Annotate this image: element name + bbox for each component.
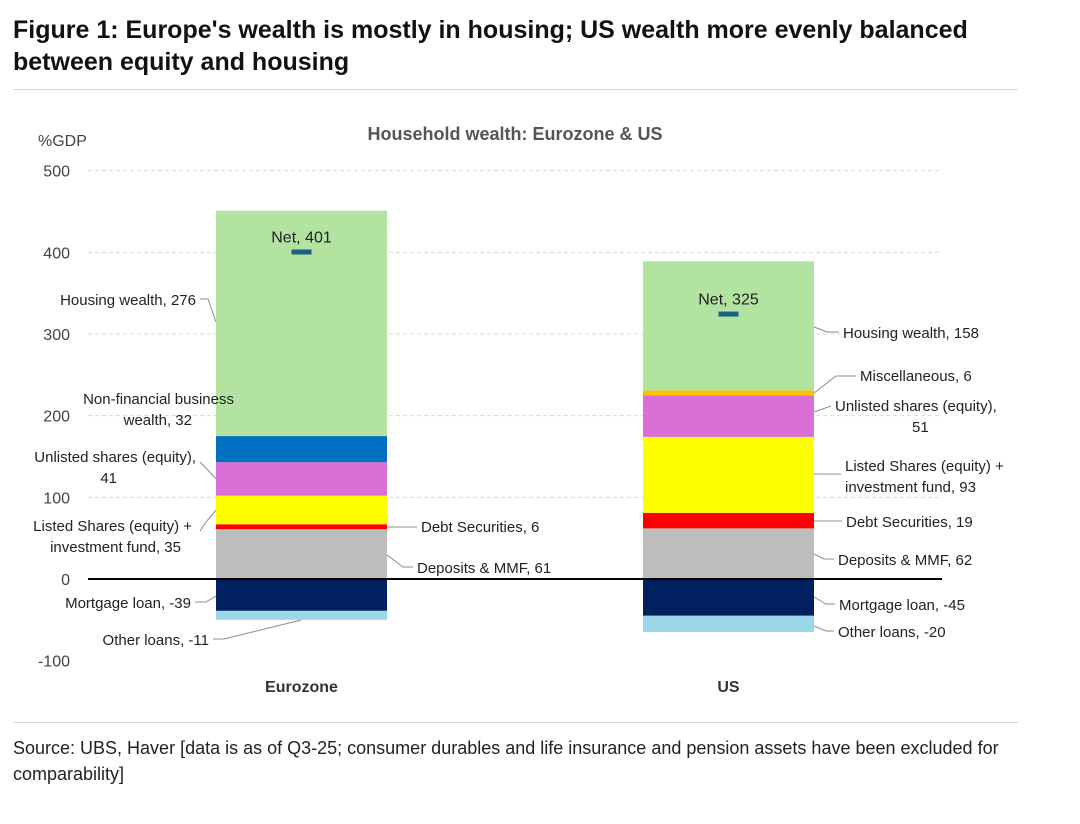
segment-label-us-deposits-mmf: Deposits & MMF, 62 [838, 552, 972, 569]
title-divider [13, 89, 1018, 90]
net-label-us: Net, 325 [698, 292, 759, 309]
bar-segment-eurozone-deposits-mmf [216, 529, 387, 579]
x-category-label-us: US [717, 679, 740, 696]
bar-segment-us-unlisted-shares-equity [643, 395, 814, 437]
leader-line-eurozone-other-loans [213, 619, 302, 640]
household-wealth-chart: Household wealth: Eurozone & US %GDP -10… [33, 124, 1004, 696]
leader-line-us-unlisted-shares-equity [813, 405, 832, 413]
segment-label-us-other-loans: Other loans, -20 [838, 624, 946, 641]
leader-line-us-deposits-mmf [813, 553, 834, 560]
y-tick-label-200: 200 [43, 409, 70, 426]
leader-line-eurozone-unlisted-shares-equity [199, 461, 217, 480]
segment-label-us-listed-shares-equity-investment-fund: Listed Shares (equity) + investment fund,… [845, 458, 1004, 496]
segment-label-eurozone-debt-securities: Debt Securities, 6 [421, 519, 539, 536]
leader-line-us-mortgage-loan [813, 596, 835, 605]
figure-title: Figure 1: Europe's wealth is mostly in h… [13, 16, 968, 76]
segment-label-eurozone-unlisted-shares-equity: Unlisted shares (equity), 41 [34, 449, 196, 487]
bar-segment-us-housing-wealth [643, 261, 814, 391]
net-marker-us [718, 311, 739, 317]
leader-line-us-housing-wealth [813, 326, 839, 333]
bar-segment-us-miscellaneous [643, 390, 814, 396]
segment-label-us-debt-securities: Debt Securities, 19 [846, 514, 973, 531]
bar-segment-us-deposits-mmf [643, 528, 814, 579]
bar-segment-eurozone-other-loans [216, 610, 387, 620]
x-category-label-eurozone: Eurozone [265, 679, 338, 696]
y-tick-label-500: 500 [43, 164, 70, 181]
y-tick-label-0: 0 [61, 572, 70, 589]
bar-segment-us-other-loans [643, 615, 814, 633]
bar-segment-eurozone-mortgage-loan [216, 579, 387, 611]
segment-label-eurozone-housing-wealth: Housing wealth, 276 [60, 292, 196, 309]
segment-label-eurozone-listed-shares-equity-investment-fund: Listed Shares (equity) + investment fund,… [33, 518, 192, 556]
chart-title: Household wealth: Eurozone & US [367, 124, 662, 144]
segment-label-eurozone-mortgage-loan: Mortgage loan, -39 [65, 595, 191, 612]
net-markers: Net, 401 Net, 325 [271, 230, 759, 317]
segment-label-us-unlisted-shares-equity: Unlisted shares (equity), 51 [835, 398, 997, 436]
net-marker-eurozone [291, 249, 312, 255]
bar-segment-eurozone-non-financial-business-wealth [216, 436, 387, 463]
bar-segment-us-debt-securities [643, 512, 814, 529]
y-axis-ticks: -100 0 100 200 300 400 500 [38, 164, 70, 671]
leader-line-us-miscellaneous [813, 375, 856, 394]
leader-line-eurozone-listed-shares-equity-investment-fund [199, 509, 217, 532]
segment-label-us-mortgage-loan: Mortgage loan, -45 [839, 597, 965, 614]
segment-label-us-miscellaneous: Miscellaneous, 6 [860, 368, 972, 385]
bar-segment-eurozone-unlisted-shares-equity [216, 462, 387, 496]
leader-line-us-other-loans [813, 625, 834, 632]
net-label-eurozone: Net, 401 [271, 230, 332, 247]
segment-label-eurozone-other-loans: Other loans, -11 [103, 632, 209, 649]
y-tick-label-100: 100 [43, 490, 70, 507]
source-divider [13, 722, 1018, 723]
leader-line-eurozone-mortgage-loan [195, 595, 217, 603]
bar-segment-us-mortgage-loan [643, 579, 814, 616]
leader-line-eurozone-deposits-mmf [386, 554, 413, 568]
segment-labels: Deposits & MMF, 61 Debt Securities, 6 List… [33, 292, 1004, 649]
source-note: Source: UBS, Haver [data is as of Q3-25;… [13, 738, 999, 784]
bar-segment-us-listed-shares-equity-investment-fund [643, 436, 814, 513]
y-tick-label--100: -100 [38, 654, 70, 671]
stacked-bars [216, 210, 814, 633]
x-axis-categories: Eurozone US [265, 679, 740, 696]
segment-label-eurozone-non-financial-business-wealth: Non-financial business wealth, 32 [83, 391, 234, 429]
bar-segment-eurozone-housing-wealth [216, 210, 387, 437]
y-tick-label-300: 300 [43, 327, 70, 344]
segment-label-eurozone-deposits-mmf: Deposits & MMF, 61 [417, 560, 551, 577]
y-tick-label-400: 400 [43, 245, 70, 262]
bar-segment-eurozone-debt-securities [216, 524, 387, 530]
bar-segment-eurozone-listed-shares-equity-investment-fund [216, 495, 387, 525]
segment-label-us-housing-wealth: Housing wealth, 158 [843, 325, 979, 342]
leader-line-eurozone-housing-wealth [200, 298, 217, 323]
y-axis-label: %GDP [38, 133, 87, 150]
